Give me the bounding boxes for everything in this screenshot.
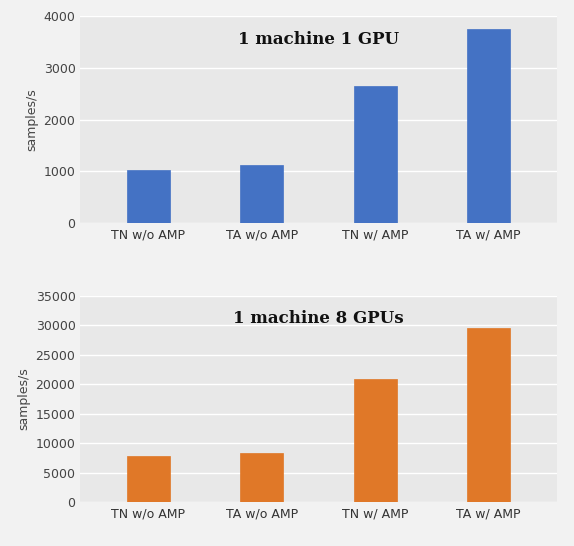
Bar [354,379,397,502]
Bar [127,170,170,223]
Bar [127,456,170,502]
Text: 1 machine 8 GPUs: 1 machine 8 GPUs [233,310,404,327]
Text: 1 machine 1 GPU: 1 machine 1 GPU [238,31,399,48]
Bar [467,29,510,223]
Bar [467,328,510,502]
Y-axis label: samples/s: samples/s [25,88,38,151]
Y-axis label: samples/s: samples/s [17,367,30,430]
Bar [241,453,284,502]
Bar [241,165,284,223]
Bar [354,86,397,223]
